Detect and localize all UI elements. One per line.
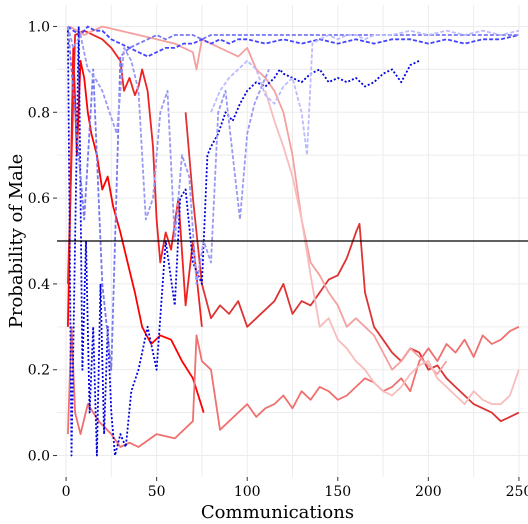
series-line-5 — [69, 25, 448, 375]
series-line-3 — [184, 112, 520, 423]
series-line-10 — [67, 26, 270, 285]
x-tick-label: 200 — [415, 484, 442, 500]
series-line-1 — [67, 47, 205, 413]
y-tick-label: 0.2 — [28, 363, 50, 379]
y-axis-title: Probability of Male — [6, 154, 27, 329]
y-tick-label: 0.4 — [28, 277, 50, 293]
y-axis-ticks: 0.0 0.2 0.4 0.6 0.8 1.0 — [28, 19, 57, 465]
series-line-4 — [67, 325, 520, 448]
y-tick-label: 0.8 — [28, 105, 50, 121]
series-lines — [67, 25, 520, 457]
x-tick-label: 250 — [506, 484, 528, 500]
x-axis-title: Communications — [201, 502, 354, 523]
y-tick-label: 0.6 — [28, 191, 50, 207]
series-line-8 — [67, 25, 520, 58]
series-line-11 — [210, 29, 520, 157]
x-tick-label: 150 — [324, 484, 351, 500]
y-tick-label: 0.0 — [28, 449, 50, 465]
x-axis-ticks: 0 50 100 150 200 250 — [62, 477, 528, 500]
x-tick-label: 0 — [62, 484, 71, 500]
series-line-6 — [264, 90, 520, 406]
x-tick-label: 100 — [234, 484, 261, 500]
x-tick-label: 50 — [148, 484, 166, 500]
y-tick-label: 1.0 — [28, 19, 50, 35]
